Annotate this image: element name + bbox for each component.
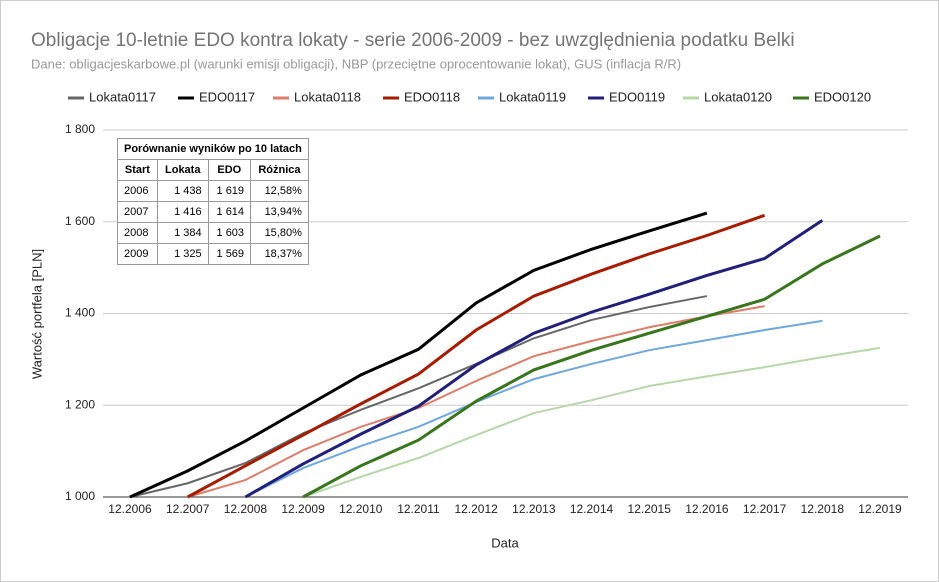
table-header: EDO <box>207 159 252 181</box>
legend-label: Lokata0118 <box>294 89 361 104</box>
series-line <box>129 211 708 499</box>
table-title-row: Porównanie wyników po 10 latach <box>117 138 309 160</box>
table-cell: 12,58% <box>250 180 309 202</box>
table-cell: 1 614 <box>207 201 252 223</box>
y-tick-label: 1 400 <box>65 306 95 320</box>
x-tick-label: 12.2013 <box>512 502 556 516</box>
table-cell: 2007 <box>117 201 158 223</box>
chart-title: Obligacje 10-letnie EDO kontra lokaty - … <box>31 30 795 51</box>
y-axis-label: Wartość portfela [PLN] <box>29 249 44 379</box>
legend-label: Lokata0117 <box>89 89 156 104</box>
series-line <box>129 295 708 498</box>
table-cell: 1 438 <box>156 180 209 202</box>
legend-label: Lokata0120 <box>704 89 772 104</box>
table-cell: 1 619 <box>207 180 252 202</box>
table-cell: 1 603 <box>207 222 252 244</box>
y-tick-label: 1 800 <box>65 122 95 136</box>
x-tick-label: 12.2018 <box>801 502 845 516</box>
y-tick-label: 1 000 <box>65 489 95 503</box>
summary-table: Porównanie wyników po 10 latach Start Loka… <box>117 138 309 265</box>
x-tick-label: 12.2008 <box>224 502 268 516</box>
table-cell: 1 384 <box>156 222 209 244</box>
x-tick-label: 12.2014 <box>570 502 614 516</box>
legend-label: EDO0119 <box>609 89 665 104</box>
y-tick-label: 1 200 <box>65 397 95 411</box>
x-tick-label: 12.2015 <box>628 502 672 516</box>
table-cell: 13,94% <box>250 201 309 223</box>
table-row: 2009 1 325 1 569 18,37% <box>117 243 309 265</box>
table-header: Lokata <box>156 159 209 181</box>
table-row: 2008 1 384 1 603 15,80% <box>117 222 309 244</box>
x-tick-label: 12.2017 <box>743 502 787 516</box>
table-cell: 2006 <box>117 180 158 202</box>
table-cell: 2009 <box>117 243 158 265</box>
x-tick-label: 12.2011 <box>397 502 440 516</box>
x-axis-label: Data <box>491 535 519 550</box>
x-tick-label: 12.2007 <box>166 502 210 516</box>
table-row: 2006 1 438 1 619 12,58% <box>117 180 309 202</box>
table-title: Porównanie wyników po 10 latach <box>117 138 309 160</box>
table-cell: 2008 <box>117 222 158 244</box>
legend-label: EDO0118 <box>404 89 460 104</box>
table-cell: 1 416 <box>156 201 209 223</box>
y-tick-label: 1 600 <box>65 214 95 228</box>
legend-label: Lokata0119 <box>499 89 566 104</box>
table-row: 2007 1 416 1 614 13,94% <box>117 201 309 223</box>
x-tick-label: 12.2006 <box>108 502 152 516</box>
x-tick-label: 12.2010 <box>339 502 383 516</box>
table-header: Start <box>117 159 158 181</box>
table-cell: 15,80% <box>250 222 309 244</box>
series-line <box>244 319 823 498</box>
series-line <box>302 346 881 498</box>
table-header: Różnica <box>250 159 309 181</box>
series-line <box>186 213 766 499</box>
chart-subtitle: Dane: obligacjeskarbowe.pl (warunki emis… <box>31 56 681 71</box>
table-header-row: Start Lokata EDO Różnica <box>117 159 309 181</box>
x-tick-label: 12.2016 <box>685 502 729 516</box>
legend-label: EDO0117 <box>199 89 255 104</box>
legend-label: EDO0120 <box>814 89 871 104</box>
table-cell: 1 325 <box>156 243 209 265</box>
series-line <box>244 219 824 499</box>
series-line <box>187 305 765 498</box>
x-tick-label: 12.2012 <box>454 502 498 516</box>
table-cell: 1 569 <box>207 243 252 265</box>
series-line <box>302 234 881 499</box>
x-tick-label: 12.2019 <box>858 502 902 516</box>
table-cell: 18,37% <box>250 243 309 265</box>
x-tick-label: 12.2009 <box>281 502 325 516</box>
